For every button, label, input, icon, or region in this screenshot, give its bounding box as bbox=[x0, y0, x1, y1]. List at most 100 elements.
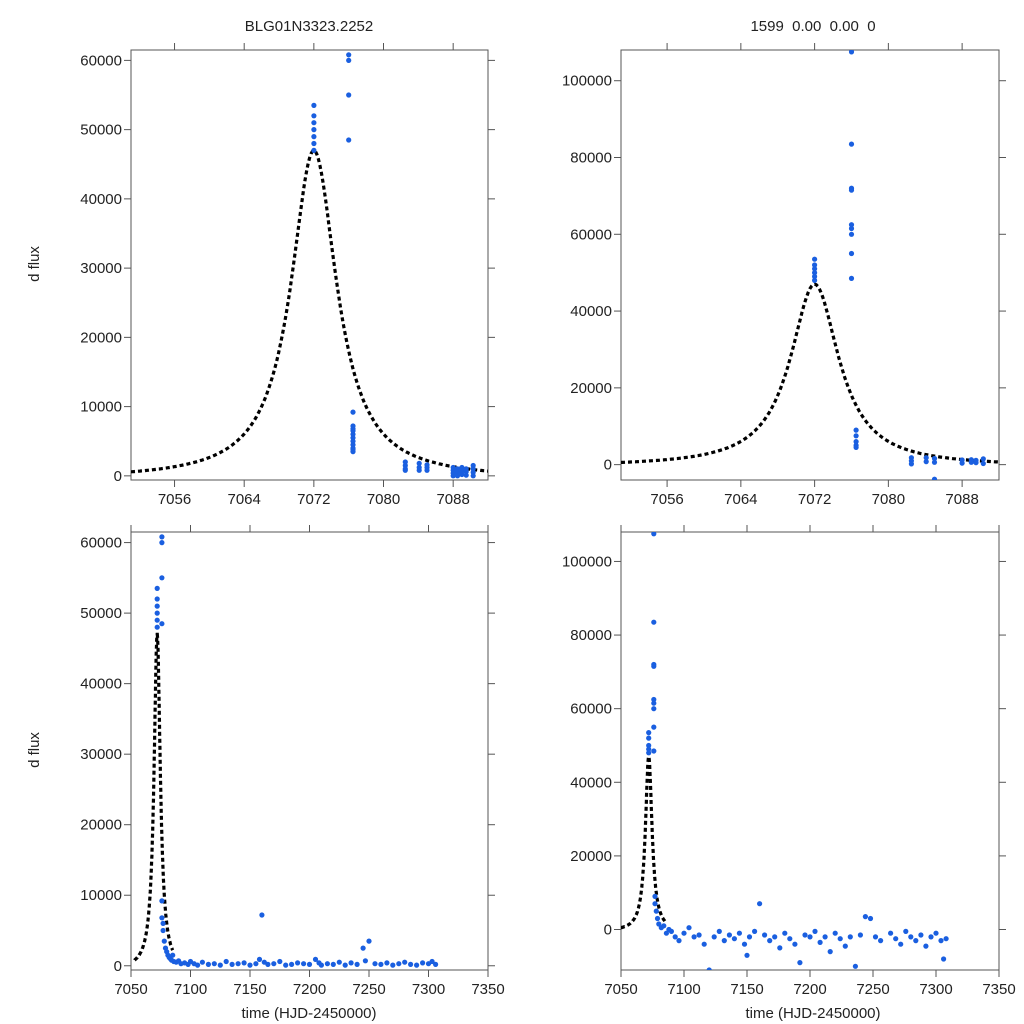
data-point bbox=[853, 439, 859, 445]
data-point bbox=[867, 915, 874, 922]
data-point bbox=[872, 934, 879, 940]
data-point bbox=[848, 141, 855, 147]
data-point bbox=[408, 961, 414, 968]
data-point bbox=[159, 540, 165, 546]
data-point bbox=[159, 915, 165, 921]
plot-area bbox=[131, 52, 488, 479]
data-point bbox=[253, 961, 259, 967]
x-axis-label-left: time (HJD-2450000) bbox=[241, 1005, 376, 1022]
data-point bbox=[306, 961, 313, 968]
data-point bbox=[205, 961, 211, 968]
data-point bbox=[265, 961, 271, 968]
x-tick-label: 7100 bbox=[174, 981, 207, 998]
data-point bbox=[235, 961, 241, 967]
x-tick-label: 7056 bbox=[650, 491, 683, 508]
panel-title-right: 1599 0.00 0.00 0 bbox=[750, 18, 875, 35]
data-point bbox=[656, 921, 662, 927]
data-point bbox=[346, 57, 352, 64]
data-point bbox=[154, 603, 160, 609]
y-tick-label: 0 bbox=[114, 468, 122, 485]
y-tick-label: 80000 bbox=[570, 150, 612, 167]
data-point bbox=[223, 958, 229, 965]
data-point bbox=[646, 730, 652, 736]
data-point bbox=[295, 960, 301, 966]
y-tick-label: 80000 bbox=[570, 627, 612, 644]
plot-frame bbox=[620, 49, 1000, 481]
data-point bbox=[668, 928, 675, 935]
data-point bbox=[402, 467, 408, 473]
data-point bbox=[350, 449, 356, 455]
data-point bbox=[652, 901, 658, 907]
y-tick-label: 60000 bbox=[570, 226, 612, 243]
data-point bbox=[247, 962, 253, 968]
data-point bbox=[336, 959, 342, 965]
x-tick-label: 7064 bbox=[228, 491, 261, 508]
y-tick-label: 100000 bbox=[562, 553, 612, 570]
data-point bbox=[362, 958, 368, 964]
data-point bbox=[721, 938, 727, 944]
data-point bbox=[767, 938, 773, 944]
data-point bbox=[378, 961, 384, 968]
data-point bbox=[827, 949, 833, 955]
data-point bbox=[414, 962, 420, 968]
data-point bbox=[324, 961, 330, 967]
data-point bbox=[229, 961, 235, 968]
y-tick-label: 40000 bbox=[570, 303, 612, 320]
data-point bbox=[160, 920, 166, 927]
data-point bbox=[459, 471, 465, 478]
data-point bbox=[646, 750, 652, 756]
panel-bottom-left: 7050 7100 7150 7200 7250 7300 7350 0 10000 20000 3… bbox=[80, 525, 505, 998]
data-point bbox=[311, 127, 317, 133]
data-point bbox=[837, 936, 843, 942]
data-point bbox=[782, 930, 788, 936]
data-point bbox=[199, 959, 205, 965]
x-tick-label: 7088 bbox=[436, 491, 469, 508]
data-point bbox=[746, 934, 753, 940]
y-tick-label: 30000 bbox=[80, 746, 122, 763]
data-point bbox=[812, 256, 818, 262]
data-point bbox=[161, 938, 167, 944]
x-axis-label-right: time (HJD-2450000) bbox=[745, 1005, 880, 1022]
data-point bbox=[651, 748, 657, 754]
data-point bbox=[731, 936, 738, 942]
data-point bbox=[318, 962, 324, 968]
y-tick-label: 40000 bbox=[80, 676, 122, 693]
y-tick-label: 0 bbox=[604, 457, 612, 474]
y-tick-label: 0 bbox=[604, 922, 612, 939]
data-point bbox=[651, 724, 657, 730]
data-point bbox=[651, 619, 657, 625]
data-point bbox=[959, 460, 965, 466]
data-point bbox=[651, 700, 657, 706]
data-point bbox=[651, 696, 657, 703]
x-tick-label: 7080 bbox=[872, 491, 905, 508]
y-tick-label: 50000 bbox=[80, 122, 122, 139]
data-point bbox=[711, 934, 717, 940]
x-tick-label: 7072 bbox=[297, 491, 330, 508]
data-point bbox=[812, 273, 818, 280]
data-point bbox=[652, 893, 658, 900]
data-point bbox=[330, 961, 336, 968]
data-point bbox=[346, 92, 352, 98]
data-point bbox=[301, 961, 307, 967]
data-point bbox=[311, 140, 317, 147]
data-point bbox=[217, 962, 223, 968]
data-point bbox=[433, 961, 439, 968]
data-point bbox=[159, 621, 165, 627]
data-point bbox=[893, 936, 899, 942]
data-point bbox=[862, 914, 869, 920]
data-point bbox=[913, 938, 919, 944]
data-point bbox=[908, 461, 915, 467]
data-point bbox=[241, 960, 247, 966]
data-point bbox=[933, 930, 939, 936]
y-tick-label: 60000 bbox=[570, 701, 612, 718]
data-point bbox=[852, 963, 859, 969]
model-curve bbox=[133, 632, 175, 962]
data-point bbox=[918, 932, 924, 938]
data-point bbox=[941, 956, 947, 962]
data-point bbox=[691, 934, 697, 940]
data-point bbox=[848, 222, 855, 228]
data-point bbox=[420, 960, 426, 966]
y-tick-label: 30000 bbox=[80, 260, 122, 277]
data-point bbox=[943, 936, 949, 942]
